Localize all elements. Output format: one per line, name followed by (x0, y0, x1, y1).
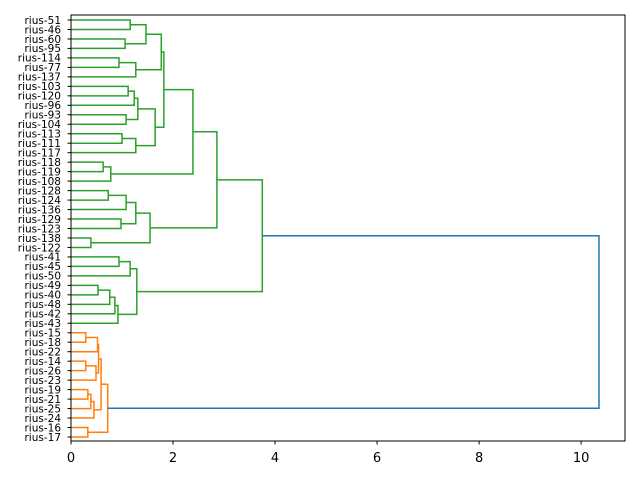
leaf-label: rius-96 (24, 100, 61, 112)
dendrogram-link-18 (71, 194, 127, 211)
leaf-label: rius-21 (24, 394, 61, 406)
dendrogram-link-21 (71, 237, 92, 249)
leaf-label: rius-120 (18, 91, 61, 103)
x-tick-label: 10 (573, 451, 590, 466)
dendrogram-link-20 (120, 201, 137, 225)
leaf-label: rius-23 (24, 375, 61, 387)
leaf-label: rius-136 (18, 204, 62, 216)
x-axis: 0 2 4 6 8 10 (67, 441, 590, 466)
leaf-label: rius-114 (18, 53, 62, 65)
x-tick-label: 0 (67, 451, 75, 466)
leaf-label: rius-60 (24, 34, 61, 46)
dendrogram-link-35 (71, 365, 97, 381)
leaf-label: rius-111 (18, 138, 61, 150)
leaf-label: rius-113 (18, 129, 61, 141)
x-tick-label: 8 (475, 451, 483, 466)
dendrogram-link-16 (110, 88, 194, 175)
dendrogram-link-27 (71, 289, 111, 306)
dendrogram-link-1 (71, 38, 126, 50)
x-tick-label: 2 (169, 451, 177, 466)
leaf-label: rius-124 (18, 195, 62, 207)
leaf-label: rius-138 (18, 233, 61, 245)
leaf-label: rius-137 (18, 72, 61, 84)
dendrogram-link-26 (71, 284, 99, 296)
leaf-label: rius-103 (18, 81, 61, 93)
leaf-label: rius-123 (18, 223, 61, 235)
leaf-label: rius-24 (24, 413, 61, 425)
dendrogram-link-31 (136, 179, 264, 293)
leaf-label: rius-26 (24, 365, 61, 377)
leaf-label: rius-104 (18, 119, 62, 131)
dendrogram-link-34 (71, 360, 87, 372)
dendrogram-link-23 (150, 131, 218, 229)
leaf-label: rius-117 (18, 147, 61, 159)
leaf-label: rius-122 (18, 242, 61, 254)
leaf-label: rius-129 (18, 214, 61, 226)
leaf-label: rius-48 (24, 299, 61, 311)
leaf-label: rius-17 (24, 432, 61, 444)
dendrogram-link-11 (71, 137, 137, 154)
dendrogram-link-43 (107, 234, 600, 410)
dendrogram-link-14 (71, 161, 104, 173)
dendrogram-links (71, 19, 600, 438)
leaf-label: rius-51 (24, 15, 61, 27)
dendrogram-link-7 (71, 90, 136, 107)
leaf-label: rius-50 (24, 271, 61, 283)
dendrogram-link-2 (125, 23, 147, 45)
x-tick-label: 6 (373, 451, 381, 466)
dendrogram-link-8 (71, 114, 127, 125)
leaf-label: rius-45 (24, 261, 61, 273)
leaf-label: rius-14 (24, 356, 61, 368)
leaf-label: rius-95 (24, 43, 61, 55)
leaf-label: rius-49 (24, 280, 61, 292)
dendrogram-link-24 (71, 256, 120, 268)
leaf-label: rius-108 (18, 176, 61, 188)
leaf-label: rius-18 (24, 337, 61, 349)
leaf-label: rius-128 (18, 185, 61, 197)
dendrogram-link-3 (71, 57, 120, 69)
leaf-label: rius-42 (24, 309, 61, 321)
dendrogram-link-0 (71, 19, 131, 31)
dendrogram-link-41 (71, 426, 89, 438)
dendrogram-link-10 (71, 132, 123, 144)
x-tick-label: 4 (271, 451, 279, 466)
leaf-label: rius-43 (24, 318, 61, 330)
dendrogram-link-13 (155, 51, 165, 128)
dendrogram-link-4 (71, 61, 137, 78)
dendrogram-link-32 (71, 332, 87, 343)
dendrogram-link-37 (71, 388, 89, 400)
leaf-label: rius-77 (24, 62, 61, 74)
dendrogram-link-5 (135, 33, 163, 71)
dendrogram-link-17 (71, 189, 109, 201)
leaf-label: rius-40 (24, 290, 61, 302)
leaf-label: rius-46 (24, 24, 61, 36)
dendrogram-link-6 (71, 85, 129, 97)
dendrogram-link-28 (71, 296, 116, 315)
leaf-label: rius-41 (24, 252, 61, 264)
y-axis-leaf-labels: rius-51rius-46rius-60rius-95rius-114rius… (18, 15, 71, 444)
leaf-label: rius-119 (18, 166, 61, 178)
dendrogram-link-19 (71, 218, 122, 230)
leaf-label: rius-118 (18, 157, 61, 169)
dendrogram-link-12 (135, 108, 156, 147)
leaf-label: rius-25 (24, 403, 61, 415)
dendrogram-link-33 (71, 336, 99, 353)
dendrogram-link-9 (126, 97, 139, 121)
leaf-label: rius-16 (24, 422, 61, 434)
leaf-label: rius-22 (24, 347, 61, 359)
leaf-label: rius-93 (24, 110, 61, 122)
leaf-label: rius-15 (24, 328, 61, 340)
dendrogram-link-25 (71, 260, 131, 277)
leaf-label: rius-19 (24, 384, 61, 396)
dendrogram-link-15 (71, 166, 112, 182)
